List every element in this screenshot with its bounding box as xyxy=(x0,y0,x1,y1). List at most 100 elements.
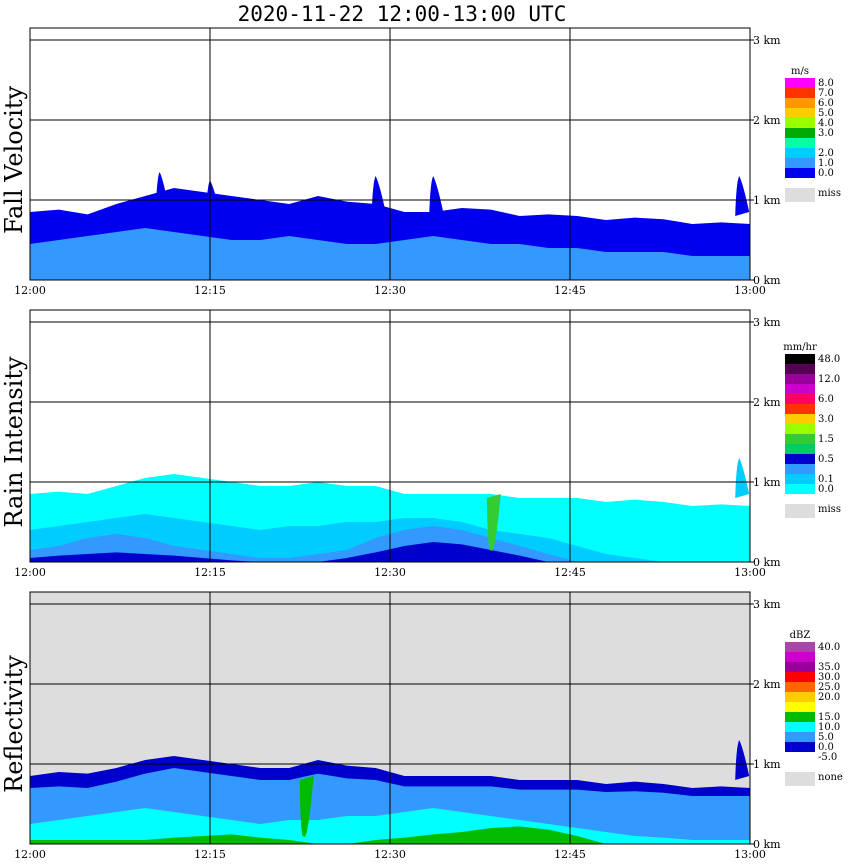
legend-swatch xyxy=(785,78,815,88)
y-tick-label: 2 km xyxy=(753,678,781,691)
legend-swatch xyxy=(785,712,815,722)
y-tick-label: 1 km xyxy=(753,194,781,207)
legend-swatch xyxy=(785,128,815,138)
figure-title: 2020-11-22 12:00-13:00 UTC xyxy=(237,2,567,26)
reflectivity-legend: dBZ 40.0 35.030.025.020.0 15.010.05.00.0-5.… xyxy=(785,630,843,786)
legend-label: 5.0 xyxy=(818,108,834,119)
plume-feature xyxy=(429,176,444,216)
plume-feature xyxy=(371,176,386,216)
legend-swatch xyxy=(785,652,815,662)
legend-label: 30.0 xyxy=(818,672,840,683)
legend-swatch xyxy=(785,722,815,732)
legend-label: 35.0 xyxy=(818,662,840,673)
legend-missing-swatch xyxy=(785,772,815,786)
legend-label: 0.5 xyxy=(818,454,834,465)
plume-feature xyxy=(486,494,501,551)
legend-label: 10.0 xyxy=(818,722,840,733)
y-tick-label: 0 km xyxy=(753,274,781,287)
fall-velocity-grid xyxy=(30,28,750,280)
rain-intensity-frame xyxy=(29,309,751,563)
plume-feature xyxy=(155,172,170,216)
x-tick-label: 12:30 xyxy=(374,848,406,861)
reflectivity-grid xyxy=(30,592,750,844)
fall-velocity-axes: 0 km 1 km 2 km 3 km 12:00 12:15 12:30 12:45 13:0… xyxy=(14,34,781,297)
legend-swatch xyxy=(785,672,815,682)
legend-swatch xyxy=(785,404,815,414)
reflectivity-frame xyxy=(29,591,751,845)
legend-label: 6.0 xyxy=(818,394,834,405)
legend-swatch xyxy=(785,148,815,158)
legend-swatch xyxy=(785,168,815,178)
plot-frame xyxy=(29,309,751,563)
rain-intensity-title: Rain Intensity xyxy=(0,356,28,528)
x-tick-label: 12:45 xyxy=(554,284,586,297)
legend-swatch xyxy=(785,364,815,374)
legend-label: 6.0 xyxy=(818,98,834,109)
legend-label: 25.0 xyxy=(818,682,840,693)
legend-label: 8.0 xyxy=(818,78,834,89)
rain-intensity-axes: 0 km 1 km 2 km 3 km 12:00 12:15 12:30 12:45 13:0… xyxy=(14,316,781,579)
panel-rain-intensity: 0 km 1 km 2 km 3 km 12:00 12:15 12:30 12:45 13:0… xyxy=(0,309,841,579)
legend-label: 3.0 xyxy=(818,128,834,139)
legend-swatch xyxy=(785,354,815,364)
x-tick-label: 12:00 xyxy=(14,848,46,861)
legend-swatch xyxy=(785,464,815,474)
legend-label: 40.0 xyxy=(818,642,840,653)
plot-frame xyxy=(29,591,751,845)
x-tick-label: 12:45 xyxy=(554,848,586,861)
legend-swatch xyxy=(785,98,815,108)
legend-unit: m/s xyxy=(791,66,809,77)
x-tick-label: 12:00 xyxy=(14,284,46,297)
legend-missing-label: miss xyxy=(818,504,841,515)
legend-label: 3.0 xyxy=(818,414,834,425)
y-tick-label: 1 km xyxy=(753,758,781,771)
legend-unit: dBZ xyxy=(790,630,811,641)
legend-label: 12.0 xyxy=(818,374,840,385)
y-tick-label: 0 km xyxy=(753,556,781,569)
legend-swatch xyxy=(785,732,815,742)
legend-label: 15.0 xyxy=(818,712,840,723)
rain-intensity-grid xyxy=(30,310,750,562)
plume-feature xyxy=(299,776,314,837)
x-tick-label: 12:30 xyxy=(374,284,406,297)
legend-label: 1.0 xyxy=(818,158,834,169)
legend-label: -5.0 xyxy=(818,752,837,763)
legend-label: 4.0 xyxy=(818,118,834,129)
fall-velocity-title: Fall Velocity xyxy=(0,86,28,235)
legend-missing-label: none xyxy=(818,772,843,783)
x-tick-label: 13:00 xyxy=(734,848,766,861)
legend-swatch xyxy=(785,474,815,484)
legend-swatch xyxy=(785,88,815,98)
legend-missing-label: miss xyxy=(818,188,841,199)
legend-label: 1.5 xyxy=(818,434,834,445)
legend-swatch xyxy=(785,108,815,118)
legend-swatch xyxy=(785,692,815,702)
legend-swatch xyxy=(785,118,815,128)
legend-missing-swatch xyxy=(785,188,815,202)
legend-label: 0.1 xyxy=(818,474,834,485)
legend-label: 20.0 xyxy=(818,692,840,703)
y-tick-label: 3 km xyxy=(753,34,781,47)
panel-fall-velocity: 0 km 1 km 2 km 3 km 12:00 12:15 12:30 12:45 13:0… xyxy=(0,27,841,297)
plot-frame xyxy=(29,27,751,281)
x-tick-label: 12:15 xyxy=(194,848,226,861)
legend-label: 5.0 xyxy=(818,732,834,743)
legend-missing-swatch xyxy=(785,504,815,518)
fall-velocity-legend: m/s 8.07.06.05.04.03.0 2.01.00.0 miss xyxy=(785,66,841,202)
plume-feature xyxy=(735,176,750,216)
legend-unit: mm/hr xyxy=(783,342,817,353)
x-tick-label: 12:00 xyxy=(14,566,46,579)
legend-swatch xyxy=(785,702,815,712)
y-tick-label: 3 km xyxy=(753,598,781,611)
legend-label: 7.0 xyxy=(818,88,834,99)
fall-velocity-frame xyxy=(29,27,751,281)
legend-swatch xyxy=(785,434,815,444)
legend-swatch xyxy=(785,662,815,672)
legend-swatch xyxy=(785,138,815,148)
reflectivity-title: Reflectivity xyxy=(0,655,28,793)
x-tick-label: 12:45 xyxy=(554,566,586,579)
legend-swatch xyxy=(785,454,815,464)
legend-swatch xyxy=(785,158,815,168)
y-tick-label: 1 km xyxy=(753,476,781,489)
